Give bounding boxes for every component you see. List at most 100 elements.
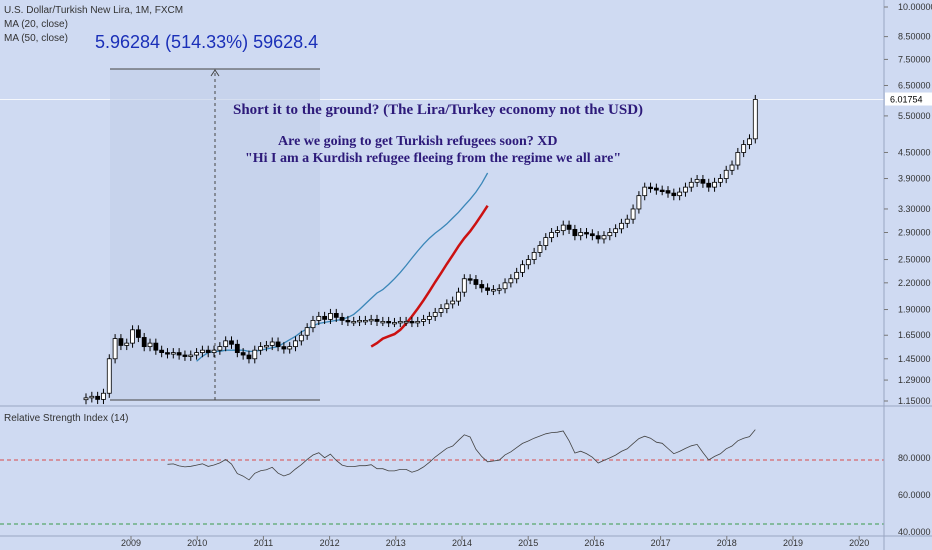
candle-body [450, 300, 456, 305]
candle-body [101, 392, 106, 400]
candle-body [246, 354, 252, 360]
candle-body [747, 138, 752, 145]
candle-body [723, 169, 729, 179]
candle-body [490, 289, 496, 292]
candle-body [153, 342, 159, 351]
y-tick-label: 10.00000 [898, 2, 932, 12]
candle-body [456, 291, 461, 302]
candle-body [310, 319, 316, 329]
candle-body [665, 190, 671, 194]
x-tick-label: 2019 [783, 538, 803, 548]
candle-body [386, 321, 392, 324]
y-tick-label: 1.29000 [898, 375, 931, 385]
candle-body [316, 315, 322, 321]
candle-body [211, 349, 217, 353]
candle-body [421, 318, 426, 322]
y-tick-label: 6.50000 [898, 80, 931, 90]
candle-body [595, 235, 601, 240]
candle-body [176, 352, 182, 356]
candle-body [578, 232, 584, 237]
last-price-label: 6.01754 [890, 95, 923, 105]
x-tick-label: 2014 [452, 538, 472, 548]
x-tick-label: 2013 [386, 538, 406, 548]
candle-body [630, 208, 636, 220]
candle-body [83, 397, 89, 401]
candle-body [525, 259, 531, 266]
candle-body [141, 337, 147, 348]
candle-body [304, 327, 310, 336]
annotation-short: Short it to the ground? (The Lira/Turkey… [233, 102, 644, 118]
candle-body [234, 343, 240, 353]
candle-body [380, 321, 386, 324]
x-tick-label: 2018 [717, 538, 737, 548]
candle-body [706, 182, 712, 188]
rsi-tick-label: 80.0000 [898, 453, 931, 463]
x-tick-label: 2016 [584, 538, 604, 548]
candle-body [182, 354, 188, 357]
candle-body [415, 321, 421, 324]
candle-body [613, 228, 619, 233]
candle-body [642, 186, 648, 197]
y-tick-label: 1.45000 [898, 354, 931, 364]
y-tick-label: 4.50000 [898, 147, 931, 157]
rsi-tick-label: 60.0000 [898, 490, 931, 500]
candle-body [648, 186, 653, 190]
candle-body [112, 338, 118, 360]
candle-body [741, 144, 747, 153]
y-tick-label: 2.20000 [898, 278, 931, 288]
candle-body [438, 308, 444, 313]
y-tick-label: 1.65000 [898, 330, 931, 340]
candle-body [432, 312, 438, 317]
rsi-tick-label: 40.0000 [898, 527, 931, 537]
candle-body [549, 232, 554, 238]
candle-body [537, 245, 543, 253]
candle-body [322, 315, 328, 320]
y-tick-label: 3.30000 [898, 204, 931, 214]
rsi-pane [0, 429, 884, 525]
y-tick-label: 1.90000 [898, 305, 931, 315]
rsi-line [167, 429, 756, 481]
candle-body [619, 222, 624, 230]
candle-body [514, 271, 520, 280]
candle-body [328, 313, 333, 320]
candle-body [205, 349, 211, 353]
candle-body [688, 181, 694, 188]
candle-body [165, 352, 170, 355]
candle-body [333, 313, 339, 318]
x-tick-label: 2012 [320, 538, 340, 548]
candle-body [520, 264, 525, 273]
candle-body [252, 349, 258, 360]
candle-body [694, 179, 700, 183]
candle-body [473, 279, 479, 285]
candle-body [188, 354, 194, 357]
candle-body [496, 288, 502, 291]
x-tick-label: 2017 [651, 538, 671, 548]
candle-body [159, 349, 165, 353]
candle-body [403, 321, 409, 324]
ma50-series [370, 205, 489, 348]
candle-body [467, 278, 473, 281]
candle-body [572, 228, 578, 237]
candle-body [293, 340, 298, 348]
candle-body [584, 232, 589, 235]
candle-body [298, 334, 304, 342]
candle-body [589, 233, 595, 237]
candle-body [264, 345, 269, 348]
candle-body [752, 99, 758, 140]
candle-body [130, 329, 135, 344]
candle-body [345, 319, 351, 323]
candle-body [95, 395, 101, 400]
candles [83, 94, 758, 405]
candle-body [397, 321, 403, 324]
candle-body [717, 178, 723, 183]
rsi-title: Relative Strength Index (14) [4, 413, 129, 424]
candle-body [287, 346, 293, 350]
candle-body [700, 179, 706, 184]
candle-body [223, 340, 229, 348]
candle-body [712, 181, 717, 188]
candle-body [199, 349, 205, 353]
candle-body [502, 282, 508, 290]
candle-body [240, 352, 246, 356]
